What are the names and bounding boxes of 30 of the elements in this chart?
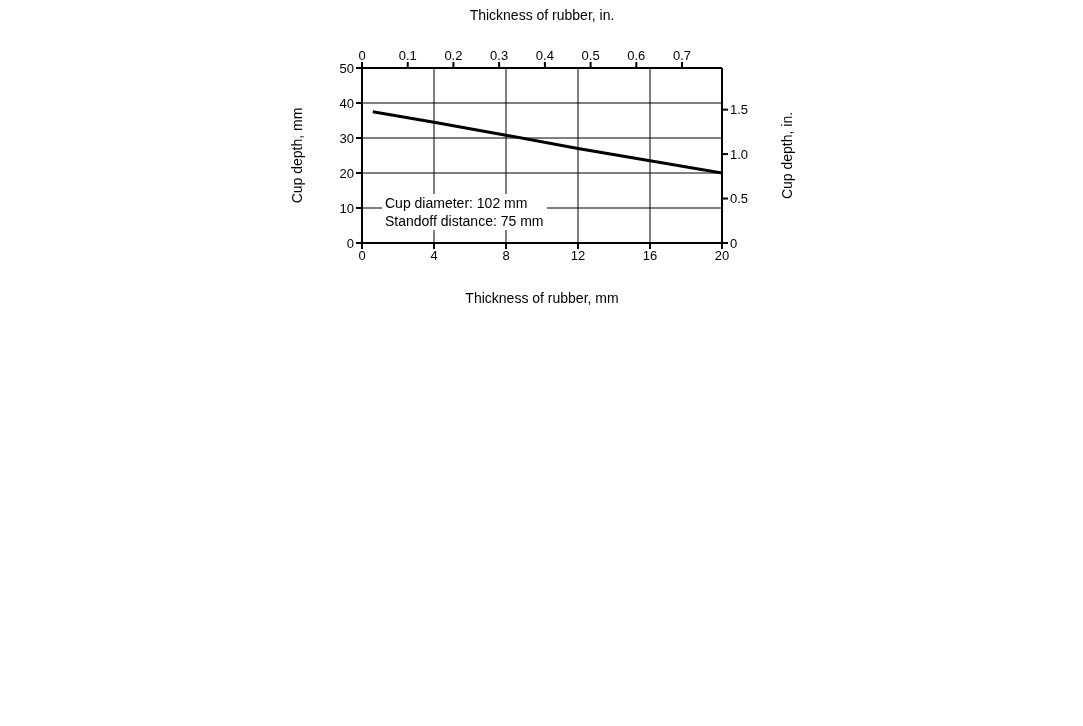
- y-tick-label: 0: [346, 235, 354, 251]
- y2-tick-label: 0: [730, 235, 738, 251]
- y-tick-label: 40: [339, 95, 354, 111]
- x-tick-label: 16: [642, 248, 658, 264]
- x2-tick-label: 0.7: [673, 48, 692, 63]
- x-tick-label: 20: [714, 248, 730, 264]
- x-axis-title: Thickness of rubber, mm: [465, 290, 619, 306]
- x2-tick-label: 0.2: [444, 48, 463, 63]
- annotation: Cup diameter: 102 mm: [385, 194, 529, 212]
- y-axis-title: Cup depth, mm: [288, 107, 305, 204]
- x2-tick-label: 0.1: [398, 48, 417, 63]
- y2-tick-label: 0.5: [730, 191, 749, 207]
- x2-tick-label: 0.4: [535, 48, 554, 63]
- x2-tick-label: 0: [358, 48, 366, 63]
- x-tick-label: 0: [358, 248, 366, 264]
- x-tick-label: 12: [570, 248, 586, 264]
- x2-tick-label: 0.3: [490, 48, 509, 63]
- y-tick-label: 30: [339, 130, 354, 146]
- y-tick-label: 10: [339, 200, 354, 216]
- y2-tick-label: 1.5: [730, 102, 749, 118]
- x-tick-label: 8: [502, 248, 510, 264]
- y-tick-label: 20: [339, 165, 354, 181]
- x2-tick-label: 0.6: [627, 48, 646, 63]
- x2-axis-title: Thickness of rubber, in.: [469, 6, 615, 23]
- x-tick-label: 4: [430, 248, 438, 264]
- y-tick-label: 50: [339, 60, 354, 76]
- y2-tick-label: 1.0: [730, 146, 749, 162]
- y2-axis-title: Cup depth, in.: [778, 111, 795, 200]
- annotation: Standoff distance: 75 mm: [385, 212, 544, 230]
- x2-tick-label: 0.5: [581, 48, 600, 63]
